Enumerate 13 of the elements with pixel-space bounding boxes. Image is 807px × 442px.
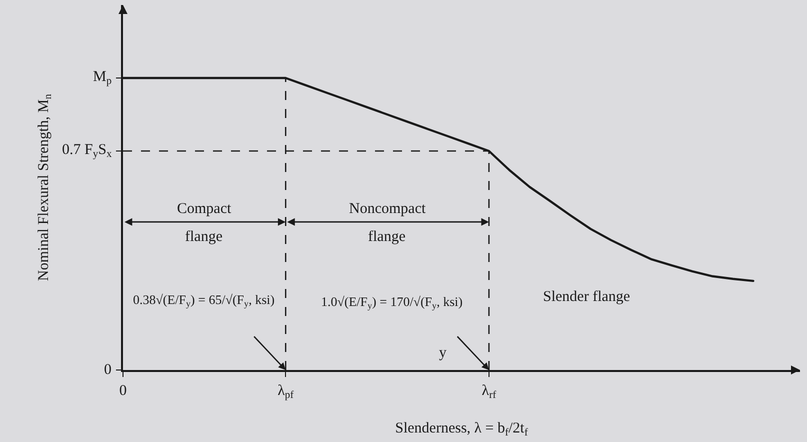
x-tick-label: 0 bbox=[119, 382, 127, 399]
annotation: 0.38√(E/F$_{y}$) = 65/√(F$_{y}$, ksi) bbox=[133, 292, 275, 309]
annotation: Slender flange bbox=[543, 289, 630, 305]
annotation: Compact flange bbox=[177, 201, 232, 245]
x-tick-label: λ$_{rf}$ bbox=[482, 382, 497, 401]
x-tick-label: λ$_{pf}$ bbox=[278, 382, 294, 401]
text: 0 bbox=[104, 362, 112, 378]
ref-line-label: 0.7 F$_{y}$S$_{x}$ bbox=[62, 142, 112, 160]
x-axis-title: Slenderness, λ = b$_{f}$/2t$_{f}$ bbox=[395, 420, 528, 439]
annotation: Noncompact flange bbox=[349, 201, 426, 245]
annotation: 1.0√(E/F$_{y}$) = 170/√(F$_{y}$, ksi) bbox=[321, 294, 463, 311]
text: M$_{p}$ bbox=[93, 69, 112, 88]
annotation: y bbox=[439, 345, 447, 361]
